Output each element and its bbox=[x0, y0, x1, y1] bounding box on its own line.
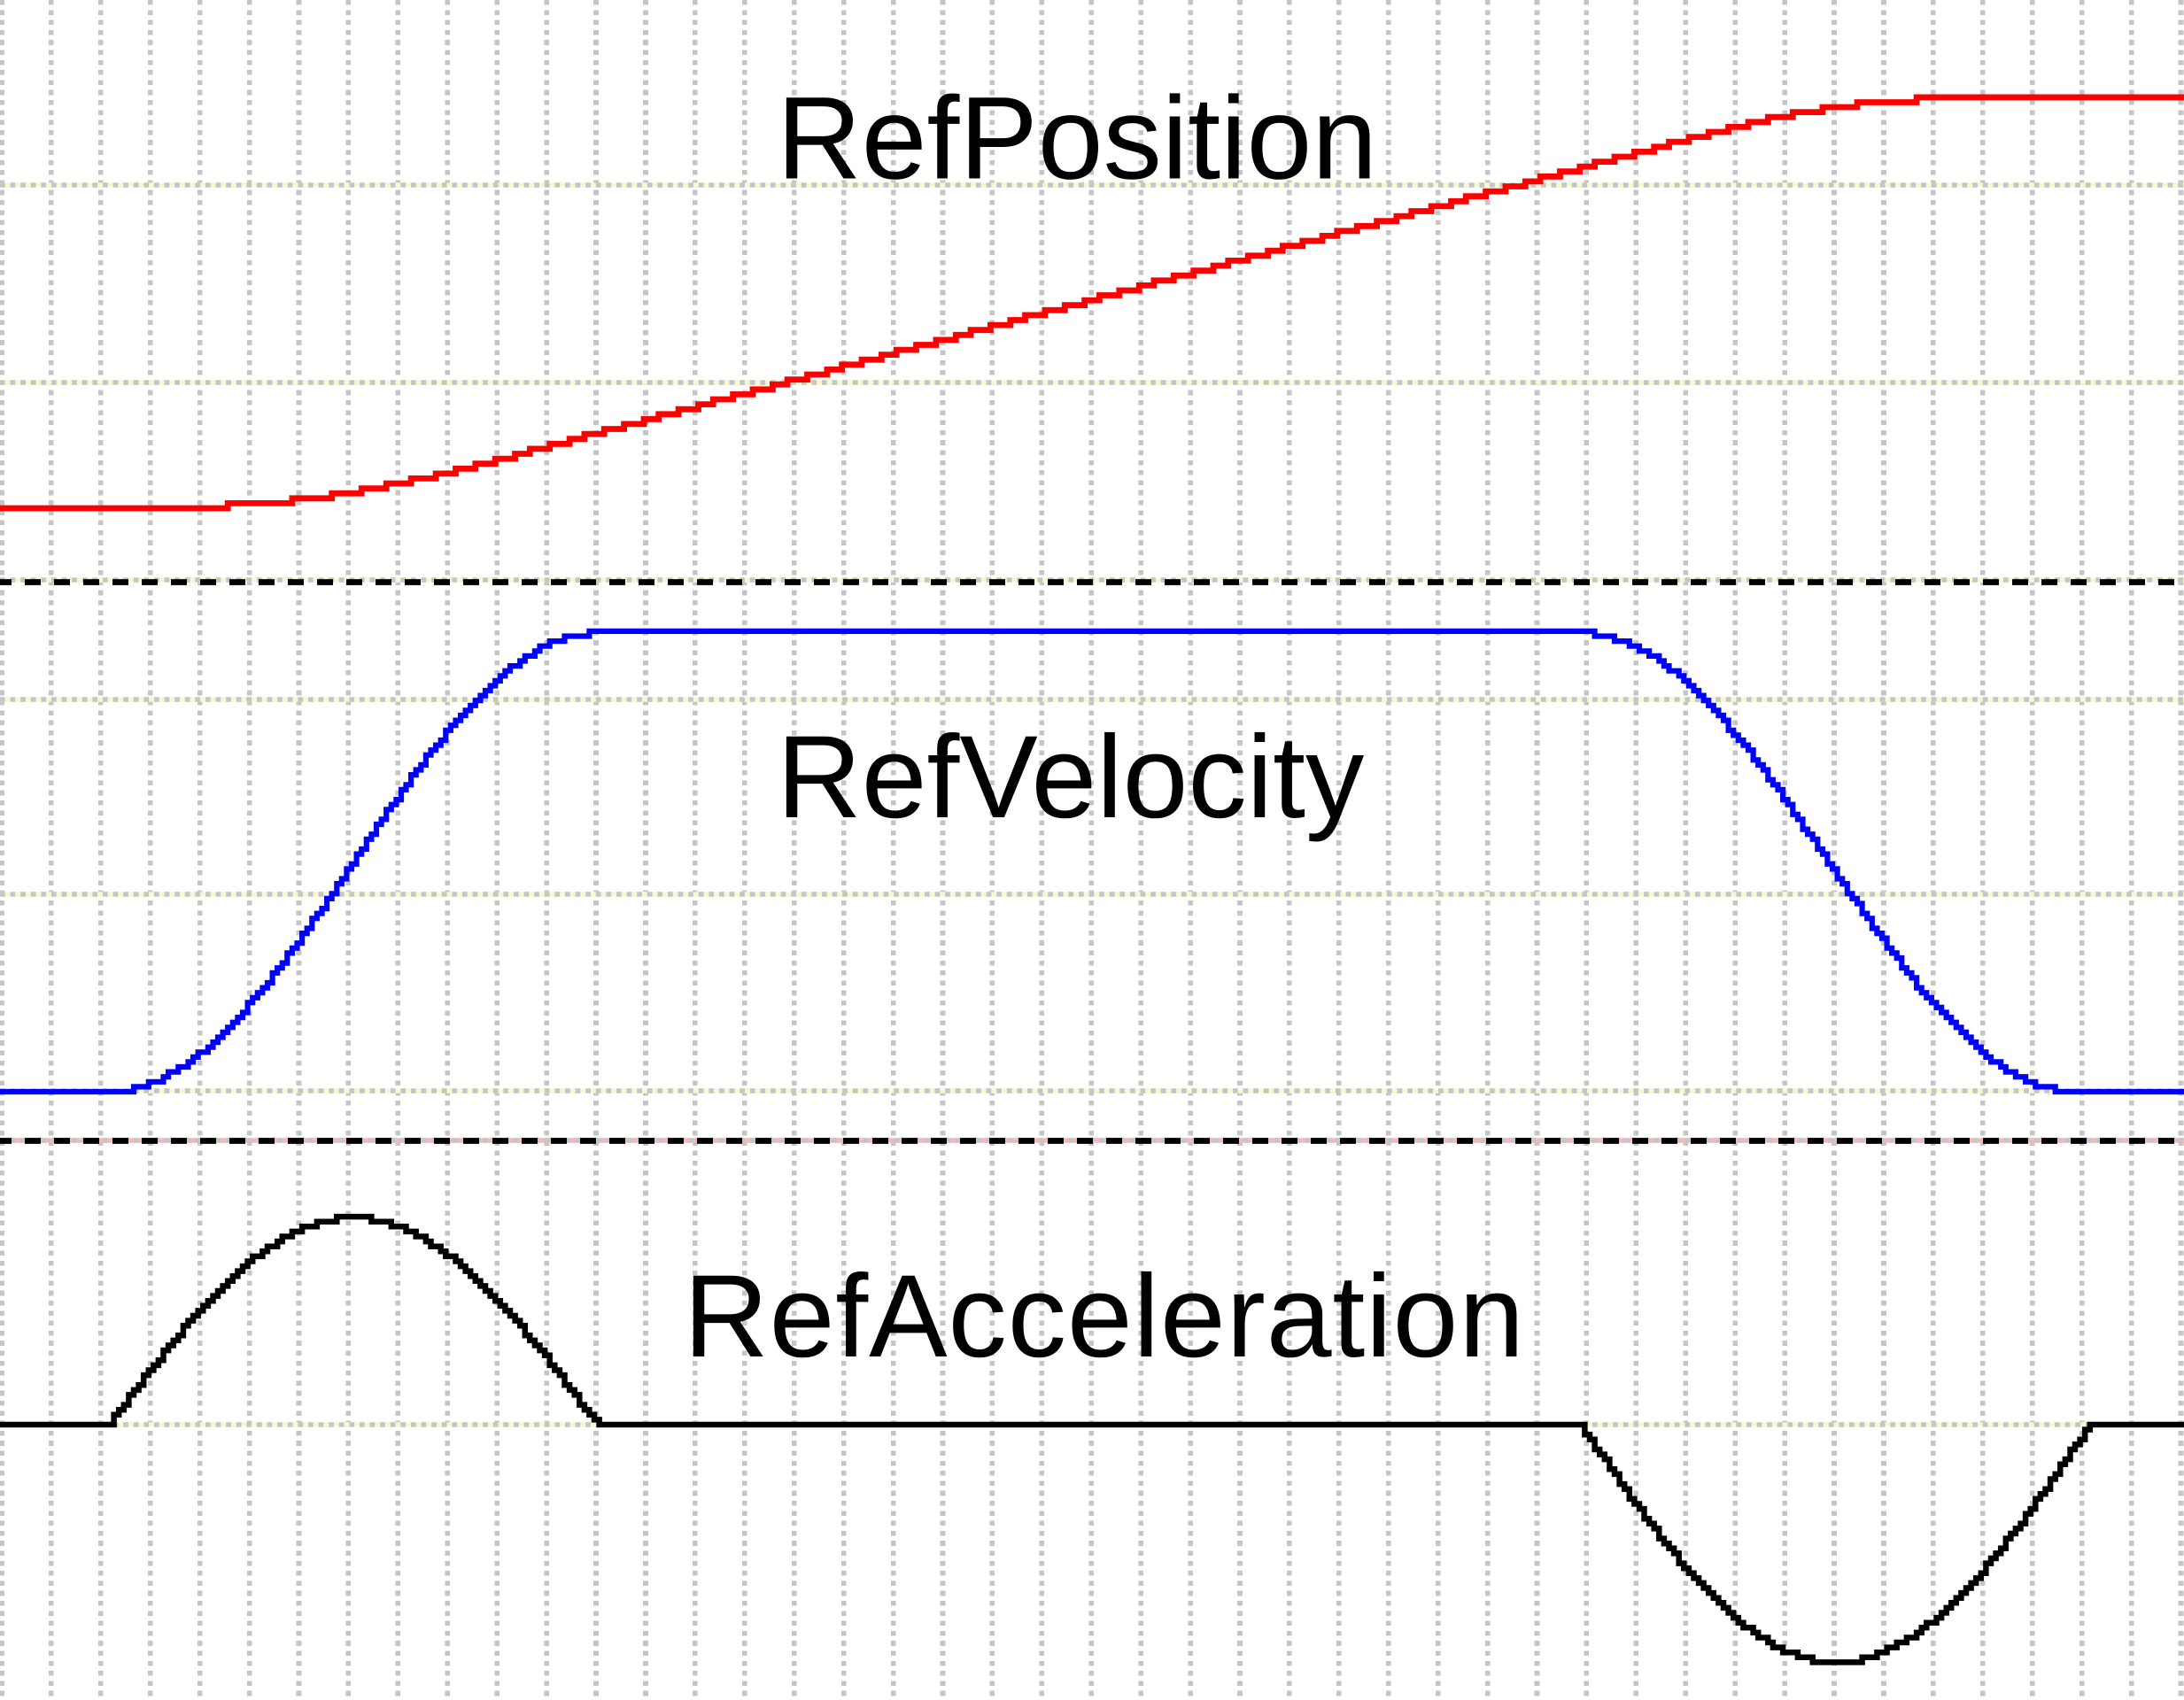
svg-text:RefPosition: RefPosition bbox=[777, 73, 1377, 205]
svg-text:RefVelocity: RefVelocity bbox=[777, 712, 1365, 843]
svg-text:RefAcceleration: RefAcceleration bbox=[684, 1251, 1524, 1382]
